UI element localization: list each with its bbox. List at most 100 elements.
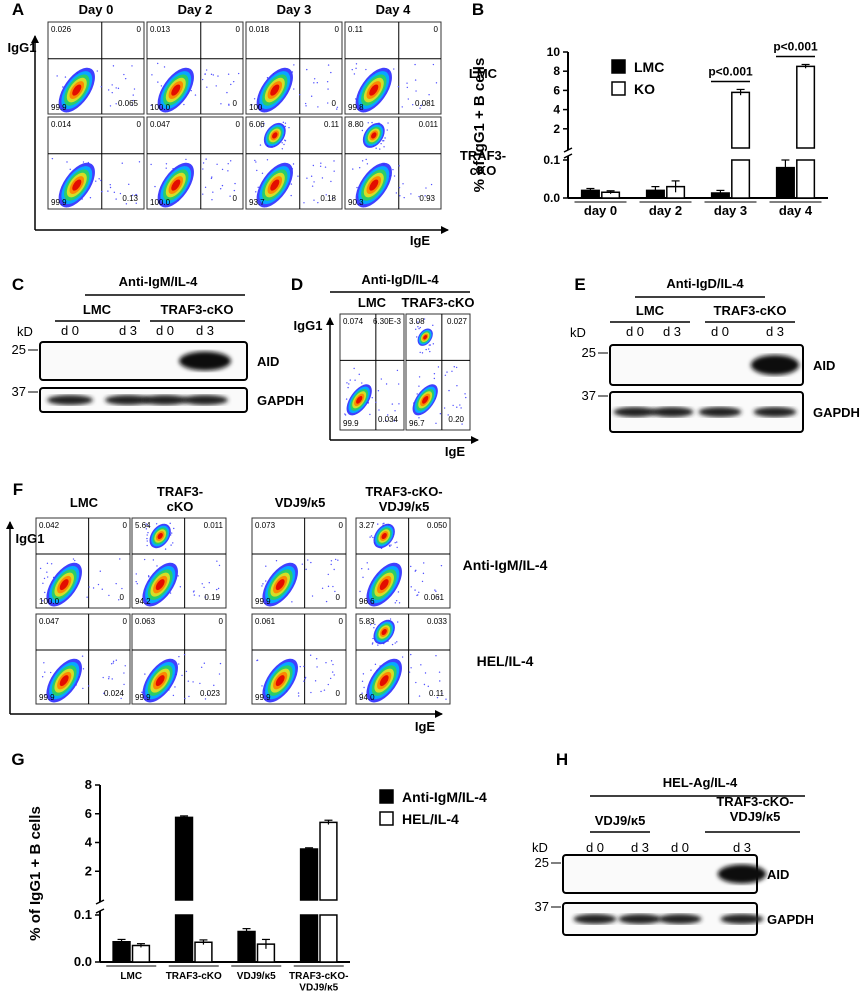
event-dot xyxy=(327,683,329,686)
event-dot xyxy=(148,576,150,578)
event-dot xyxy=(325,194,327,196)
quadrant-percent: 99.9 xyxy=(255,597,271,606)
event-dot xyxy=(304,678,306,680)
row-label: LMC xyxy=(469,66,498,81)
event-dot xyxy=(369,536,371,538)
protein-band xyxy=(142,395,188,405)
panel-letter: G xyxy=(11,750,24,769)
event-dot xyxy=(358,167,361,169)
event-dot xyxy=(329,677,332,680)
event-dot xyxy=(72,558,75,560)
event-dot xyxy=(325,661,327,664)
event-dot xyxy=(303,202,305,204)
event-dot xyxy=(107,678,110,680)
event-dot xyxy=(331,671,334,673)
quadrant-percent: 0 xyxy=(123,617,128,626)
quadrant-percent: 0.033 xyxy=(427,617,448,626)
event-dot xyxy=(332,663,334,666)
y-tick-label: 4 xyxy=(553,103,560,117)
cell-cloud xyxy=(412,384,438,416)
bar xyxy=(256,943,276,963)
event-dot xyxy=(92,587,95,589)
cell-cloud xyxy=(366,562,402,607)
cell-cloud xyxy=(417,328,433,346)
event-dot xyxy=(362,673,365,675)
cell-cloud xyxy=(263,122,286,148)
quadrant-percent: 96.6 xyxy=(359,597,375,606)
quadrant-percent: 5.64 xyxy=(135,521,151,530)
event-dot xyxy=(125,203,128,205)
event-dot xyxy=(367,568,370,570)
group-label: LMC xyxy=(636,303,665,318)
lane-label: d 3 xyxy=(766,324,784,339)
event-dot xyxy=(393,420,395,422)
event-dot xyxy=(330,71,332,74)
event-dot xyxy=(446,371,448,373)
quadrant-percent: 0 xyxy=(233,99,238,108)
event-dot xyxy=(108,594,110,597)
event-dot xyxy=(313,181,315,183)
event-dot xyxy=(229,195,231,197)
panel-letter: A xyxy=(12,0,24,19)
event-dot xyxy=(205,69,208,71)
quadrant-percent: 99.9 xyxy=(343,419,359,428)
quadrant-percent: 99.8 xyxy=(348,103,364,112)
quadrant-percent: 0.013 xyxy=(150,25,171,34)
unit-label: kD xyxy=(570,325,586,340)
event-dot xyxy=(387,414,389,416)
quadrant-percent: 0.18 xyxy=(320,194,336,203)
x-tick-label: day 2 xyxy=(649,203,682,218)
event-dot xyxy=(132,94,134,96)
bar xyxy=(601,191,621,199)
event-dot xyxy=(380,378,383,380)
quadrant-percent: 0 xyxy=(339,521,344,530)
lane-label: d 0 xyxy=(671,840,689,855)
event-dot xyxy=(334,590,336,593)
event-dot xyxy=(51,157,54,160)
event-dot xyxy=(398,165,400,167)
event-dot xyxy=(227,73,230,75)
event-dot xyxy=(414,63,416,66)
event-dot xyxy=(297,692,300,694)
event-dot xyxy=(193,594,196,596)
text-line: TRAF3-cKO- xyxy=(289,971,348,982)
event-dot xyxy=(172,542,174,544)
quadrant-percent: 0 xyxy=(137,25,142,34)
event-dot xyxy=(386,129,388,131)
column-header: LMC xyxy=(70,495,99,510)
event-dot xyxy=(81,655,84,657)
event-dot xyxy=(425,348,427,351)
event-dot xyxy=(387,122,389,124)
cell-cloud xyxy=(58,67,95,113)
event-dot xyxy=(178,663,180,665)
quadrant-percent: 0.047 xyxy=(39,617,60,626)
event-dot xyxy=(372,637,374,640)
event-dot xyxy=(292,163,295,165)
cell-cloud xyxy=(157,67,194,113)
event-dot xyxy=(123,683,125,686)
y-axis-label: % of IgG1 + B cells xyxy=(27,806,44,941)
event-dot xyxy=(395,541,398,543)
event-dot xyxy=(432,63,435,66)
event-dot xyxy=(160,85,163,87)
event-dot xyxy=(228,104,230,106)
event-dot xyxy=(314,680,317,682)
cloud-density xyxy=(379,675,389,687)
event-dot xyxy=(115,582,117,585)
event-dot xyxy=(377,523,379,525)
axis-break xyxy=(563,153,573,159)
cell-cloud xyxy=(256,162,293,208)
cell-cloud xyxy=(355,67,392,113)
protein-band xyxy=(650,407,694,417)
cloud-density xyxy=(59,579,69,591)
event-dot xyxy=(141,691,143,694)
event-dot xyxy=(88,586,90,588)
column-header: VDJ9/κ5 xyxy=(275,495,326,510)
event-dot xyxy=(421,352,424,354)
axis-label: IgE xyxy=(410,233,431,248)
event-dot xyxy=(313,78,316,80)
event-dot xyxy=(284,139,286,141)
event-dot xyxy=(212,191,214,193)
event-dot xyxy=(397,383,400,385)
event-dot xyxy=(451,370,453,372)
